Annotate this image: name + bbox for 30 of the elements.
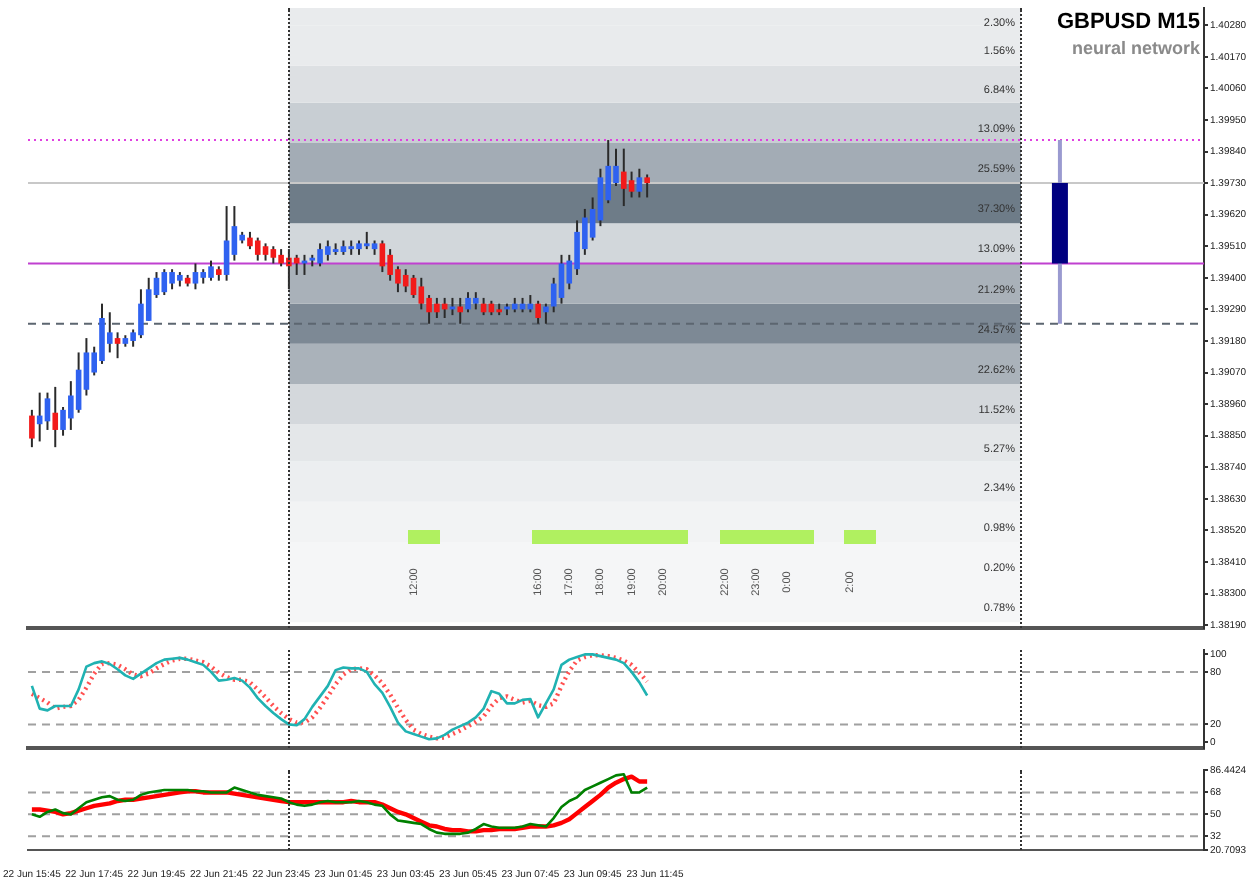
candlestick bbox=[426, 294, 432, 325]
candlestick bbox=[620, 147, 627, 208]
candlestick bbox=[138, 288, 144, 340]
candlestick bbox=[457, 296, 464, 325]
candlestick bbox=[558, 253, 565, 305]
candlestick bbox=[543, 302, 549, 325]
candlestick bbox=[465, 291, 471, 314]
candlestick bbox=[29, 408, 35, 449]
candlestick bbox=[434, 296, 440, 319]
candlestick bbox=[574, 219, 580, 276]
candlestick bbox=[387, 248, 393, 282]
candlestick bbox=[402, 268, 409, 294]
candlestick bbox=[192, 262, 199, 291]
candlestick bbox=[636, 167, 643, 199]
candlestick bbox=[535, 299, 541, 325]
candlestick bbox=[254, 236, 261, 262]
candlestick bbox=[114, 331, 121, 360]
candlestick bbox=[99, 302, 105, 365]
text: neural network bbox=[1071, 38, 1200, 58]
candlestick bbox=[325, 239, 331, 262]
candlestick bbox=[169, 268, 175, 291]
candlestick bbox=[208, 259, 214, 282]
candlestick bbox=[106, 311, 113, 354]
candlestick bbox=[418, 276, 425, 311]
candlestick bbox=[317, 242, 323, 268]
candlestick bbox=[52, 385, 59, 449]
candlestick bbox=[644, 173, 650, 199]
chart-title: GBPUSD M15 bbox=[1056, 10, 1200, 34]
candlestick bbox=[628, 170, 635, 199]
candlestick bbox=[161, 268, 168, 297]
